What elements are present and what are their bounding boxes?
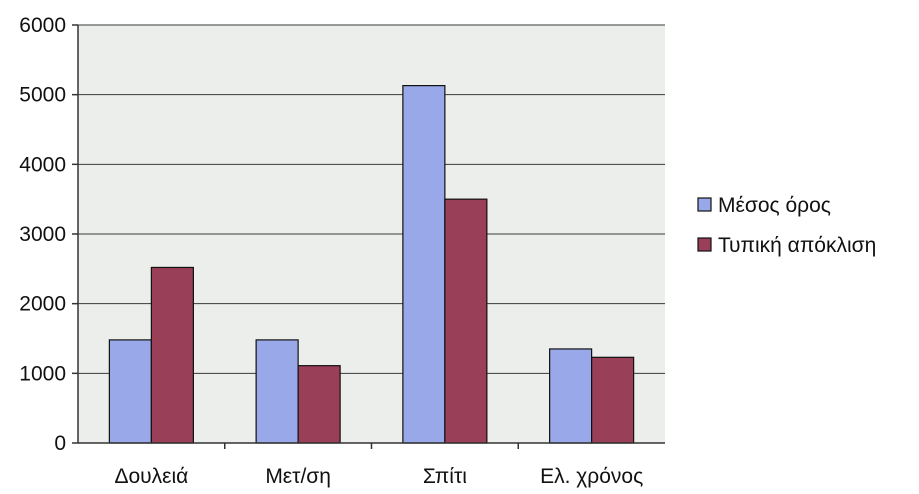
y-axis-ticks: 0 1000 2000 3000 4000 5000 6000 (19, 14, 78, 455)
x-tick-label: Δουλειά (114, 465, 188, 488)
legend-swatch (697, 197, 712, 212)
x-tick-label: Ελ. χρόνος (540, 465, 643, 488)
x-tick-label: Μετ/ση (265, 465, 331, 488)
bar (402, 85, 446, 444)
y-tick-label: 4000 (19, 153, 66, 176)
y-tick-label: 2000 (19, 293, 66, 316)
y-tick-label: 1000 (19, 362, 66, 385)
legend-label: Τυπική απόκλιση (718, 234, 876, 257)
legend: Μέσος όρος Τυπική απόκλιση (697, 194, 876, 257)
bar (150, 266, 194, 444)
x-tick-label: Σπίτι (423, 465, 467, 488)
bar (255, 339, 299, 444)
bar (591, 356, 635, 444)
bar (549, 348, 593, 444)
x-axis-labels: Δουλειά Μετ/ση Σπίτι Ελ. χρόνος (114, 443, 643, 488)
y-tick-label: 5000 (19, 84, 66, 107)
legend-swatch (697, 237, 712, 252)
y-tick-label: 6000 (19, 14, 66, 37)
bar (444, 198, 488, 444)
legend-label: Μέσος όρος (718, 194, 831, 217)
bar (297, 365, 341, 444)
y-tick-label: 3000 (19, 223, 66, 246)
bar (108, 339, 152, 444)
bars (108, 85, 635, 444)
y-tick-label: 0 (54, 432, 66, 455)
